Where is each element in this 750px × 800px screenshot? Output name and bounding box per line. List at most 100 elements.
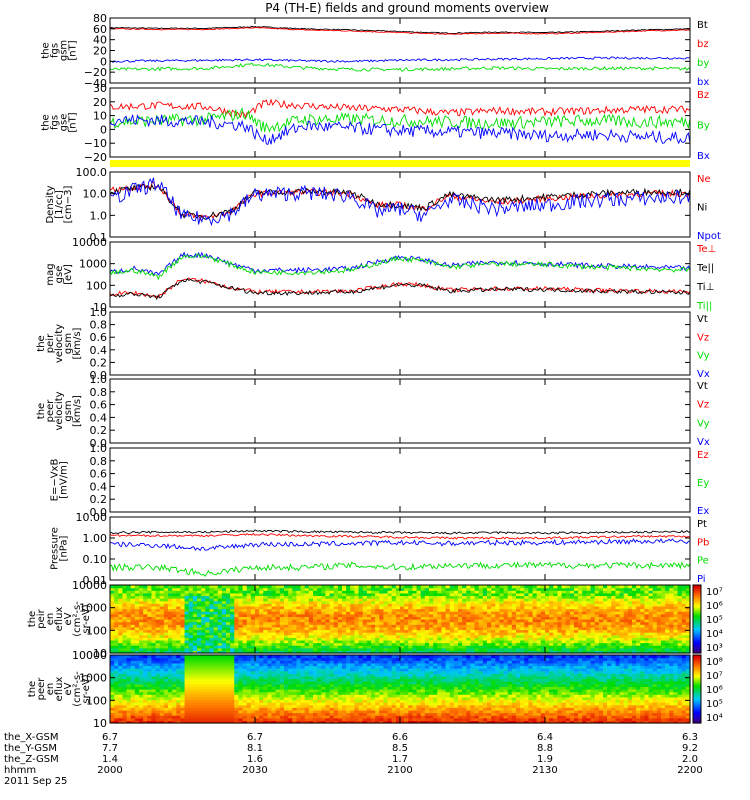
heatmap-cell bbox=[395, 626, 401, 631]
heatmap-cell bbox=[118, 598, 124, 602]
heatmap-cell bbox=[180, 611, 186, 615]
heatmap-cell bbox=[375, 603, 380, 607]
heatmap-cell bbox=[205, 637, 211, 641]
heatmap-cell bbox=[267, 639, 273, 644]
heatmap-cell bbox=[412, 585, 418, 589]
heatmap-cell bbox=[213, 637, 219, 641]
heatmap-cell bbox=[337, 647, 343, 651]
heatmap-cell bbox=[366, 632, 372, 636]
heatmap-cell bbox=[279, 608, 285, 612]
heatmap-cell bbox=[130, 626, 136, 631]
heatmap-cell bbox=[205, 605, 211, 610]
heatmap-cell bbox=[151, 592, 157, 597]
heatmap-cell bbox=[366, 624, 372, 628]
heatmap-cell bbox=[375, 600, 380, 604]
heatmap-cell bbox=[371, 611, 376, 615]
heatmap-cell bbox=[275, 624, 281, 628]
heatmap-cell bbox=[387, 608, 393, 612]
heatmap-cell bbox=[342, 647, 347, 651]
heatmap-cell bbox=[408, 642, 414, 646]
heatmap-cell bbox=[391, 600, 397, 604]
heatmap-cell bbox=[520, 629, 525, 633]
heatmap-cell bbox=[487, 598, 492, 602]
heatmap-cell bbox=[147, 634, 153, 638]
heatmap-cell bbox=[205, 645, 211, 649]
heatmap-cell bbox=[267, 595, 273, 599]
heatmap-cell bbox=[412, 587, 418, 591]
heatmap-cell bbox=[424, 585, 430, 589]
heatmap-cell bbox=[217, 592, 223, 597]
heatmap-cell bbox=[458, 600, 463, 604]
heatmap-cell bbox=[503, 600, 509, 604]
heatmap-cell bbox=[462, 650, 467, 654]
y-tick-label: 0.2 bbox=[90, 356, 108, 369]
heatmap-cell bbox=[197, 626, 202, 631]
heatmap-cell bbox=[184, 613, 190, 617]
heatmap-cell bbox=[159, 616, 165, 620]
heatmap-cell bbox=[168, 603, 173, 607]
heatmap-cell bbox=[271, 590, 277, 594]
heatmap-cell bbox=[424, 639, 430, 644]
heatmap-cell bbox=[379, 603, 385, 607]
heatmap-cell bbox=[255, 621, 260, 625]
y-tick-label: −20 bbox=[84, 66, 107, 79]
heatmap-cell bbox=[242, 605, 248, 610]
heatmap-cell bbox=[375, 613, 380, 617]
heatmap-cell bbox=[491, 637, 496, 641]
heatmap-cell bbox=[255, 608, 260, 612]
heatmap-cell bbox=[201, 619, 206, 623]
heatmap-cell bbox=[205, 598, 211, 602]
heatmap-cell bbox=[279, 616, 285, 620]
heatmap-cell bbox=[458, 592, 463, 597]
heatmap-cell bbox=[416, 632, 422, 636]
heatmap-cell bbox=[271, 650, 277, 654]
heatmap-cell bbox=[155, 600, 161, 604]
heatmap-cell bbox=[458, 642, 463, 646]
panel-frame bbox=[109, 87, 691, 158]
heatmap-cell bbox=[449, 650, 455, 654]
heatmap-cell bbox=[284, 626, 289, 631]
heatmap-cell bbox=[495, 598, 501, 602]
heatmap-cell bbox=[545, 590, 550, 594]
heatmap-cell bbox=[147, 605, 153, 610]
heatmap-cell bbox=[540, 639, 546, 644]
heatmap-cell bbox=[147, 624, 153, 628]
heatmap-cell bbox=[263, 632, 269, 636]
heatmap-cell bbox=[362, 598, 368, 602]
heatmap-cell bbox=[288, 634, 293, 638]
heatmap-cell bbox=[172, 613, 177, 617]
heatmap-cell bbox=[308, 585, 314, 589]
heatmap-cell bbox=[507, 592, 513, 597]
heatmap-cell bbox=[197, 592, 202, 597]
heatmap-cell bbox=[545, 592, 550, 597]
heatmap-cell bbox=[250, 616, 256, 620]
heatmap-cell bbox=[507, 634, 513, 638]
heatmap-cell bbox=[114, 590, 119, 594]
heatmap-cell bbox=[122, 616, 128, 620]
heatmap-cell bbox=[230, 608, 235, 612]
heatmap-cell bbox=[114, 585, 119, 589]
heatmap-cell bbox=[122, 587, 128, 591]
heatmap-cell bbox=[226, 592, 231, 597]
heatmap-cell bbox=[217, 598, 223, 602]
heatmap-cell bbox=[346, 634, 351, 638]
heatmap-cell bbox=[184, 619, 190, 623]
heatmap-cell bbox=[300, 592, 306, 597]
heatmap-cell bbox=[159, 611, 165, 615]
heatmap-cell bbox=[429, 637, 434, 641]
heatmap-cell bbox=[250, 624, 256, 628]
heatmap-cell bbox=[155, 587, 161, 591]
heatmap-cell bbox=[201, 632, 206, 636]
heatmap-cell bbox=[424, 645, 430, 649]
heatmap-cell bbox=[155, 613, 161, 617]
heatmap-cell bbox=[458, 624, 463, 628]
heatmap-cell bbox=[412, 639, 418, 644]
heatmap-cell bbox=[366, 592, 372, 597]
heatmap-cell bbox=[172, 605, 177, 610]
heatmap-cell bbox=[292, 600, 298, 604]
heatmap-cell bbox=[346, 585, 351, 589]
heatmap-cell bbox=[279, 642, 285, 646]
heatmap-cell bbox=[395, 603, 401, 607]
heatmap-cell bbox=[250, 605, 256, 610]
heatmap-cell bbox=[151, 600, 157, 604]
